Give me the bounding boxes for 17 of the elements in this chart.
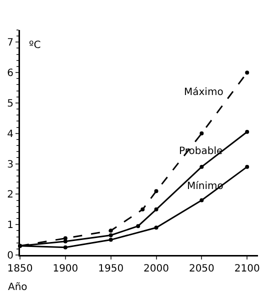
y-tick-label: 1	[7, 220, 14, 232]
x-tick-label: 1850	[7, 264, 33, 274]
y-tick-label: 0	[7, 250, 14, 262]
x-tick-label: 2100	[234, 264, 260, 274]
y-axis-title: ºC	[29, 40, 41, 51]
y-tick-label: 2	[7, 190, 14, 201]
x-axis-title: Año	[8, 282, 28, 293]
x-tick-label: 1900	[52, 264, 78, 274]
y-tick-label: 4	[7, 128, 14, 140]
y-tick-label: 3	[7, 159, 14, 170]
x-tick-label: 1950	[98, 264, 124, 274]
y-tick-label: 6	[7, 68, 14, 80]
x-tick-label: 2050	[188, 264, 214, 274]
series-label: Máximo	[184, 87, 224, 98]
y-tick-label: 5	[7, 98, 14, 110]
y-tick-label: 7	[7, 38, 14, 49]
x-tick-label: 2000	[144, 264, 169, 274]
